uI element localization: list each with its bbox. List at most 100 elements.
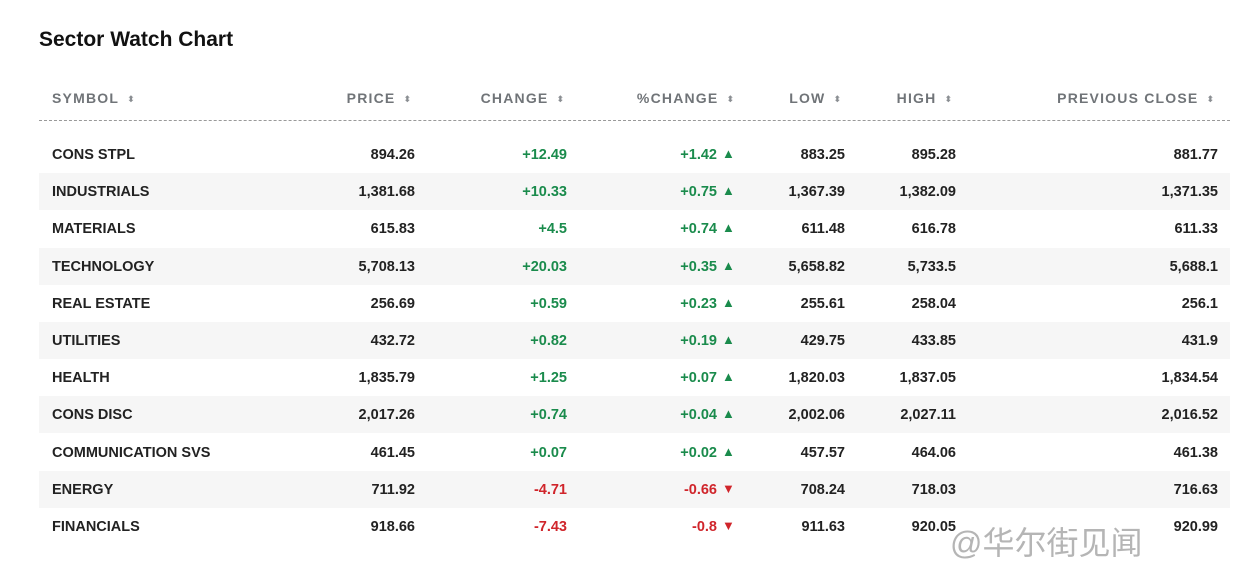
value-cell: +0.23: [680, 295, 717, 312]
sort-icon[interactable]: ⬍: [833, 94, 841, 104]
sort-icon[interactable]: ⬍: [1206, 94, 1214, 104]
value-cell: 894.26: [370, 147, 415, 163]
value-cell: 258.04: [911, 295, 956, 312]
row-background: [39, 322, 1230, 359]
value-cell: 616.78: [911, 221, 956, 238]
sort-icon[interactable]: ⬍: [556, 94, 564, 104]
value-cell: 433.85: [911, 333, 956, 349]
value-cell: 1,367.39: [788, 184, 845, 201]
value-cell: 883.25: [800, 147, 845, 163]
row-background: [39, 247, 1230, 285]
header-divider: [39, 120, 1230, 121]
column-header-text: SYMBOL: [52, 90, 120, 106]
value-cell: 5,658.82: [788, 258, 845, 275]
value-cell: 611.33: [1174, 221, 1218, 238]
column-header[interactable]: PRICE ⬍: [347, 88, 411, 109]
value-cell: -4.71: [533, 481, 567, 498]
value-cell: 1,371.35: [1161, 184, 1218, 201]
symbol-cell[interactable]: INDUSTRIALS: [52, 184, 150, 201]
value-cell: -7.43: [533, 519, 567, 535]
value-cell: 2,027.11: [900, 407, 956, 424]
column-header-text: PREVIOUS CLOSE: [1057, 90, 1199, 106]
up-arrow: ▲: [722, 406, 735, 422]
watermark: @华尔街见闻: [950, 525, 1143, 561]
value-cell: 256.1: [1181, 295, 1218, 312]
symbol-cell[interactable]: COMMUNICATION SVS: [52, 444, 211, 461]
value-cell: 256.69: [370, 295, 415, 312]
sort-icon[interactable]: ⬍: [726, 94, 734, 104]
symbol-cell[interactable]: TECHNOLOGY: [52, 258, 155, 275]
down-arrow: ▼: [722, 480, 735, 496]
value-cell: +0.02: [680, 444, 717, 461]
value-cell: +0.74: [680, 221, 717, 238]
column-header-text: PRICE: [346, 90, 396, 106]
value-cell: 920.05: [911, 519, 956, 535]
value-cell: -0.66: [683, 481, 717, 498]
value-cell: 461.45: [370, 444, 415, 461]
value-cell: 615.83: [370, 221, 415, 238]
row-background: [39, 470, 1230, 508]
value-cell: 5,733.5: [907, 258, 956, 275]
value-cell: +0.59: [530, 295, 567, 312]
value-cell: 716.63: [1173, 481, 1218, 498]
column-header-text: LOW: [789, 90, 826, 106]
sort-icon[interactable]: ⬍: [127, 94, 135, 104]
symbol-cell[interactable]: CONS STPL: [52, 147, 135, 163]
value-cell: 1,382.09: [899, 184, 956, 201]
up-arrow: ▲: [722, 220, 735, 236]
up-arrow: ▲: [722, 369, 735, 385]
value-cell: +10.33: [522, 184, 567, 201]
down-arrow: ▼: [722, 518, 735, 533]
symbol-cell[interactable]: CONS DISC: [52, 407, 133, 424]
value-cell: +1.42: [680, 147, 717, 163]
value-cell: +0.04: [680, 407, 717, 424]
symbol-cell[interactable]: ENERGY: [52, 481, 114, 498]
column-header[interactable]: PREVIOUS CLOSE ⬍: [1057, 88, 1214, 109]
value-cell: 1,835.79: [358, 370, 415, 387]
value-cell: 431.9: [1181, 333, 1218, 349]
value-cell: 2,002.06: [788, 407, 845, 424]
up-arrow: ▲: [722, 443, 735, 459]
value-cell: 1,834.54: [1161, 370, 1218, 387]
column-header[interactable]: CHANGE ⬍: [481, 88, 564, 109]
sort-icon[interactable]: ⬍: [403, 94, 411, 104]
value-cell: 911.63: [801, 519, 845, 535]
sort-icon[interactable]: ⬍: [944, 94, 952, 104]
value-cell: +0.82: [530, 333, 567, 349]
value-cell: +1.25: [530, 370, 567, 387]
symbol-cell[interactable]: HEALTH: [52, 370, 110, 387]
up-arrow: ▲: [722, 146, 735, 161]
column-header-text: CHANGE: [480, 90, 549, 106]
value-cell: 895.28: [911, 147, 956, 163]
column-header[interactable]: SYMBOL ⬍: [52, 88, 135, 109]
symbol-cell[interactable]: MATERIALS: [52, 221, 136, 238]
value-cell: 255.61: [800, 295, 845, 312]
value-cell: 429.75: [800, 333, 845, 349]
value-cell: 432.72: [370, 333, 415, 349]
value-cell: 461.38: [1173, 444, 1218, 461]
value-cell: 1,837.05: [899, 370, 956, 387]
value-cell: +20.03: [522, 258, 567, 275]
value-cell: 881.77: [1173, 147, 1218, 163]
value-cell: 457.57: [800, 444, 845, 461]
value-cell: 5,708.13: [358, 258, 415, 275]
symbol-cell[interactable]: REAL ESTATE: [52, 295, 151, 312]
up-arrow: ▲: [722, 183, 735, 199]
column-header[interactable]: %CHANGE ⬍: [637, 88, 734, 109]
value-cell: 5,688.1: [1169, 258, 1218, 275]
value-cell: 464.06: [911, 444, 956, 461]
up-arrow: ▲: [722, 257, 735, 273]
column-header[interactable]: LOW ⬍: [789, 88, 841, 109]
value-cell: +0.74: [530, 407, 567, 424]
value-cell: 918.66: [370, 519, 415, 535]
row-background: [39, 173, 1230, 211]
up-arrow: ▲: [722, 294, 735, 310]
value-cell: +0.19: [680, 333, 717, 349]
value-cell: +0.07: [680, 370, 717, 387]
column-header[interactable]: HIGH ⬍: [897, 88, 952, 109]
column-header-text: HIGH: [896, 90, 937, 106]
symbol-cell[interactable]: FINANCIALS: [52, 519, 140, 535]
value-cell: 611.48: [801, 221, 845, 238]
symbol-cell[interactable]: UTILITIES: [52, 333, 121, 349]
